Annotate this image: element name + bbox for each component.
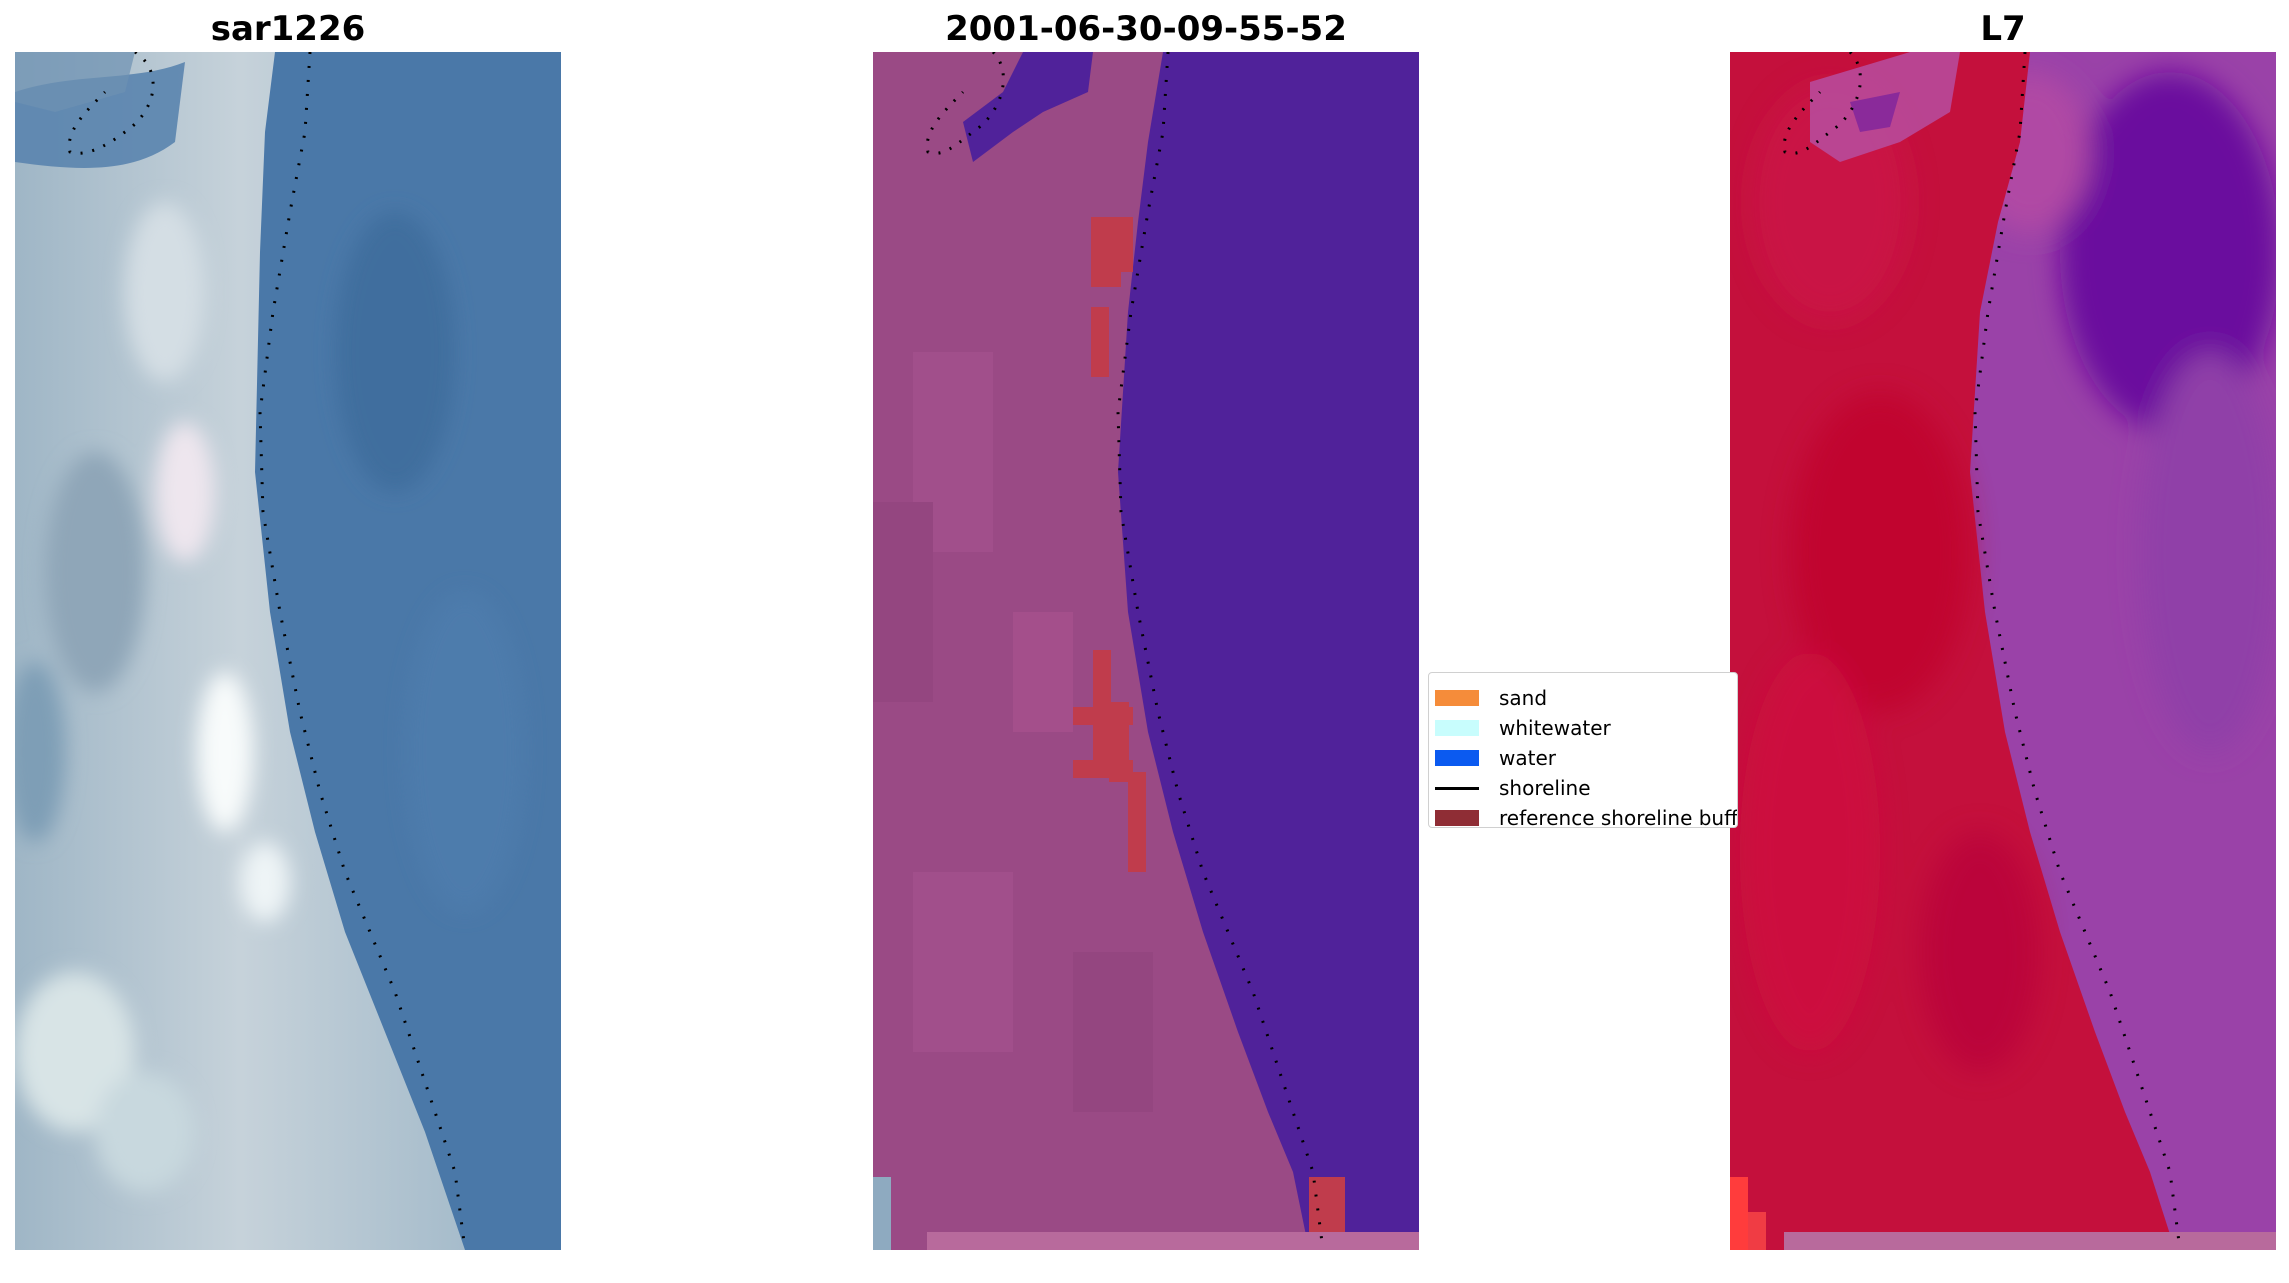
reference-buffer-swatch [1435,810,1479,826]
rgb-image-panel [15,52,561,1250]
water-swatch [1435,750,1479,766]
classified-image [873,52,1419,1250]
false-color-image [1730,52,2276,1250]
false-color-image-panel [1730,52,2276,1250]
whitewater-swatch [1435,720,1479,736]
rgb-image [15,52,561,1250]
legend-label: sand [1499,686,1548,710]
panel-title-false-color: L7 [1980,9,2026,49]
panel-title-rgb: sar1226 [210,9,366,49]
legend-item-sand: sand [1435,685,1547,711]
buffer-pixels [1073,217,1345,1242]
legend-label: whitewater [1499,716,1611,740]
legend-item-reference-buffer: reference shoreline buffer [1435,805,1738,828]
land-class [873,52,1309,1250]
legend-label: water [1499,746,1556,770]
legend: sand whitewater water shoreline referenc… [1428,672,1738,828]
panel-title-classified: 2001-06-30-09-55-52 [945,9,1347,49]
shoreline-swatch [1435,786,1479,790]
classified-image-panel [873,52,1419,1250]
water-inlet [963,52,1093,162]
legend-label: reference shoreline buffer [1499,806,1738,828]
sand-swatch [1435,690,1479,706]
land-area [15,52,465,1250]
legend-item-shoreline: shoreline [1435,775,1591,801]
legend-label: shoreline [1499,776,1591,800]
legend-item-water: water [1435,745,1556,771]
legend-item-whitewater: whitewater [1435,715,1611,741]
